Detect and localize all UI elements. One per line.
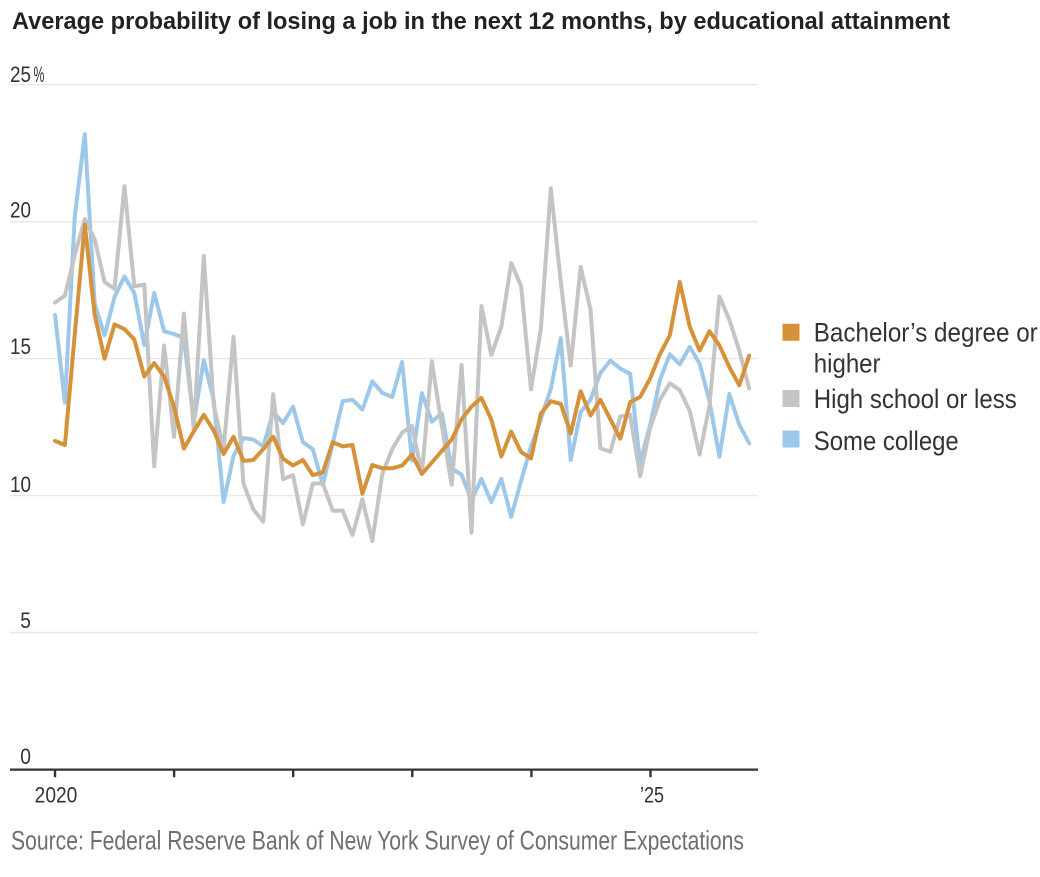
svg-text:Average probability of losing: Average probability of losing a job in t… xyxy=(12,8,950,35)
svg-text:Source: Federal Reserve Bank o: Source: Federal Reserve Bank of New York… xyxy=(11,826,744,856)
svg-text:15: 15 xyxy=(10,334,31,359)
svg-text:%: % xyxy=(34,62,45,87)
svg-text:higher: higher xyxy=(814,349,881,379)
svg-text:20: 20 xyxy=(10,197,31,222)
svg-text:0: 0 xyxy=(20,744,31,769)
svg-text:2020: 2020 xyxy=(35,783,78,808)
svg-text:High school or less: High school or less xyxy=(814,384,1017,414)
svg-text:Some college: Some college xyxy=(814,426,959,456)
svg-text:5: 5 xyxy=(20,608,31,633)
svg-text:’25: ’25 xyxy=(640,783,664,808)
svg-text:25: 25 xyxy=(10,62,31,87)
svg-text:10: 10 xyxy=(10,472,31,497)
svg-text:Bachelor’s degree or: Bachelor’s degree or xyxy=(814,317,1038,347)
